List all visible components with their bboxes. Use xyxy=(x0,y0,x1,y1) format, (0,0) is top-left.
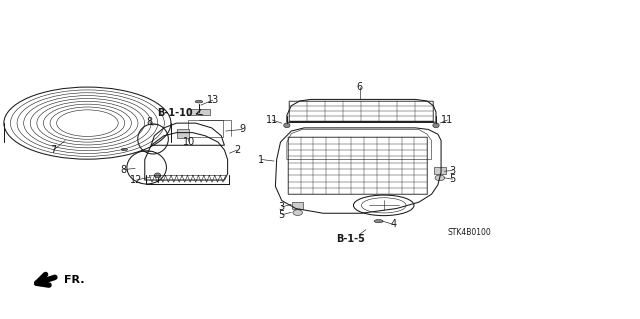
Ellipse shape xyxy=(154,173,161,178)
Text: 12: 12 xyxy=(131,175,143,185)
FancyBboxPatch shape xyxy=(188,109,211,115)
Text: 6: 6 xyxy=(356,82,363,92)
Text: 2: 2 xyxy=(234,145,240,155)
Ellipse shape xyxy=(293,210,303,215)
Text: 10: 10 xyxy=(183,137,195,147)
Text: B-1-10: B-1-10 xyxy=(157,108,193,118)
FancyBboxPatch shape xyxy=(434,167,445,174)
Text: 3: 3 xyxy=(449,166,456,175)
Ellipse shape xyxy=(435,175,445,181)
Text: B-1-5: B-1-5 xyxy=(336,234,365,244)
Ellipse shape xyxy=(433,123,439,128)
FancyBboxPatch shape xyxy=(177,129,189,138)
Text: 1: 1 xyxy=(259,154,264,165)
Text: STK4B0100: STK4B0100 xyxy=(447,228,491,237)
Text: 11: 11 xyxy=(266,115,278,125)
Text: 5: 5 xyxy=(278,210,285,220)
Ellipse shape xyxy=(374,219,383,223)
Text: 5: 5 xyxy=(449,174,456,184)
Text: 7: 7 xyxy=(51,145,57,155)
Text: FR.: FR. xyxy=(64,275,84,285)
Text: 4: 4 xyxy=(390,219,396,229)
Text: 11: 11 xyxy=(442,115,454,125)
Ellipse shape xyxy=(121,148,127,151)
Ellipse shape xyxy=(195,100,203,103)
Text: 3: 3 xyxy=(278,202,285,212)
Text: 9: 9 xyxy=(239,124,245,135)
Text: 8: 8 xyxy=(121,165,127,174)
Ellipse shape xyxy=(284,123,290,128)
FancyBboxPatch shape xyxy=(292,202,303,209)
Text: 8: 8 xyxy=(146,116,152,127)
Text: 13: 13 xyxy=(207,95,219,105)
